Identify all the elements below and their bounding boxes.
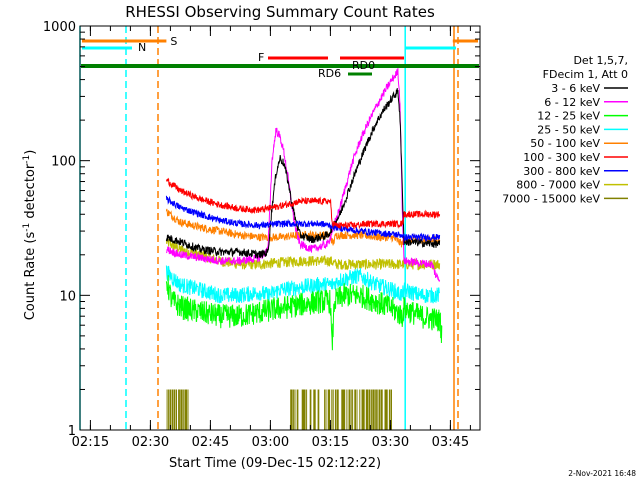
series-line bbox=[165, 275, 443, 351]
legend-label: 25 - 50 keV bbox=[537, 123, 600, 136]
plot-frame bbox=[79, 25, 481, 431]
y-tick-label: 1 bbox=[68, 424, 76, 439]
x-tick-label: 02:30 bbox=[132, 435, 169, 450]
y-axis-label-sup: -1 bbox=[22, 155, 32, 164]
x-axis-label: Start Time (09-Dec-15 02:12:22) bbox=[169, 456, 381, 471]
attenuator-label-s: S bbox=[170, 35, 177, 48]
y-axis-label-sup: -1 bbox=[22, 223, 32, 232]
series-line-high-energy bbox=[166, 389, 392, 430]
x-tick-label: 02:15 bbox=[72, 435, 109, 450]
legend-label: 800 - 7000 keV bbox=[516, 179, 600, 192]
y-tick-label: 10 bbox=[59, 289, 76, 304]
legend-label: 7000 - 15000 keV bbox=[502, 192, 600, 205]
legend-label: 50 - 100 keV bbox=[530, 137, 600, 150]
y-tick-label: 100 bbox=[51, 155, 76, 170]
rd0-label: RD0 bbox=[352, 59, 375, 72]
x-tick-label: 03:30 bbox=[372, 435, 409, 450]
legend-label: 6 - 12 keV bbox=[544, 96, 600, 109]
legend-header: FDecim 1, Att 0 bbox=[543, 68, 628, 81]
flare-label: F bbox=[258, 51, 264, 64]
y-tick-label: 1000 bbox=[43, 20, 76, 35]
x-tick-label: 03:45 bbox=[432, 435, 469, 450]
y-axis-label-part: Count Rate (s bbox=[23, 232, 38, 321]
rd6-label: RD6 bbox=[318, 67, 341, 80]
series-line bbox=[165, 88, 441, 259]
y-axis-label: Count Rate (s-1 detector-1) bbox=[22, 150, 38, 321]
series-line bbox=[165, 236, 441, 271]
x-tick-label: 02:45 bbox=[192, 435, 229, 450]
attenuator-label-n: N bbox=[138, 41, 146, 54]
y-axis-label-part: detector bbox=[23, 163, 38, 223]
series-line bbox=[165, 265, 441, 304]
x-tick-label: 03:00 bbox=[252, 435, 289, 450]
legend-label: 100 - 300 keV bbox=[523, 151, 600, 164]
legend-label: 300 - 800 keV bbox=[523, 165, 600, 178]
series-line bbox=[165, 208, 441, 248]
series-line bbox=[165, 195, 441, 243]
x-tick-label: 03:15 bbox=[312, 435, 349, 450]
footer-timestamp: 2-Nov-2021 16:48 bbox=[568, 469, 636, 478]
chart-title: RHESSI Observing Summary Count Rates bbox=[125, 3, 435, 21]
legend-header: Det 1,5,7, bbox=[573, 54, 628, 67]
legend-label: 3 - 6 keV bbox=[551, 82, 600, 95]
legend-label: 12 - 25 keV bbox=[537, 110, 600, 123]
series-line bbox=[165, 177, 441, 231]
y-axis-label-part: ) bbox=[23, 150, 38, 155]
series-line bbox=[166, 68, 441, 282]
